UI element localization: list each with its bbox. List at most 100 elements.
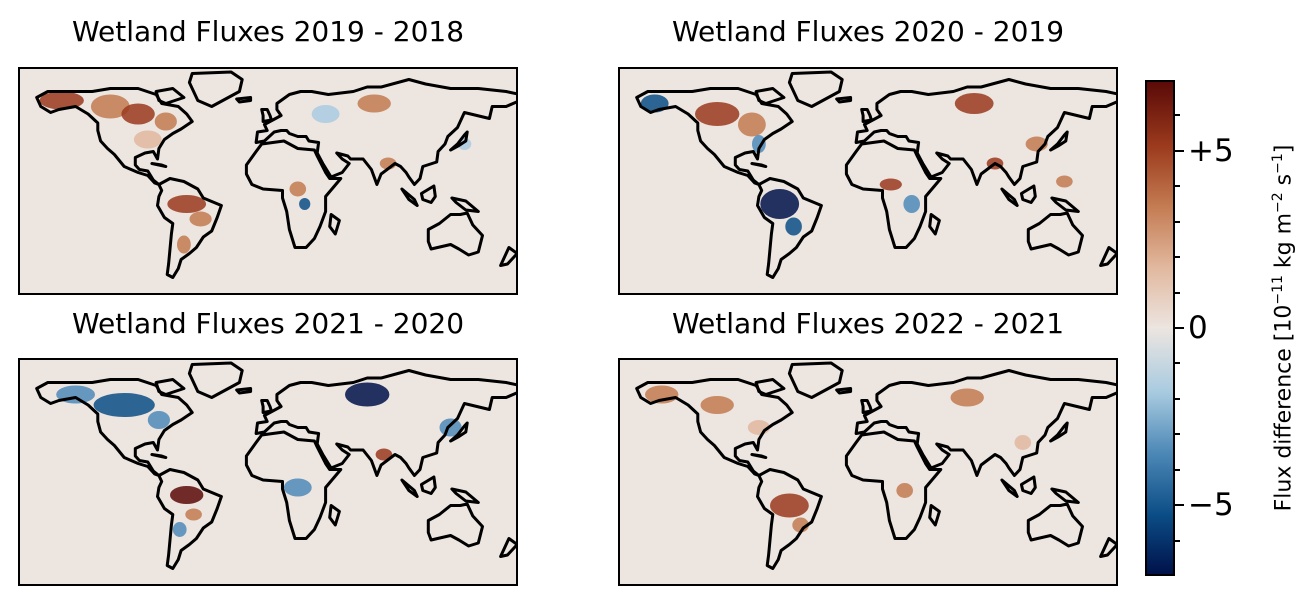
flux-anomaly-patch [738, 112, 766, 137]
coastline-greatBritain [860, 108, 873, 123]
coastline-cuba [150, 162, 168, 168]
flux-anomaly-patch [93, 393, 155, 417]
flux-anomaly-patch [954, 93, 994, 114]
flux-anomaly-patch [177, 235, 191, 254]
coastline-baffin [154, 378, 186, 396]
coastline-madagascar [928, 504, 941, 527]
coastline-sumatra [1000, 478, 1019, 498]
flux-anomaly-patch [950, 388, 984, 407]
panel-title-4: Wetland Fluxes 2022 - 2021 [671, 307, 1065, 340]
flux-anomaly-patch [879, 178, 902, 191]
coastline-australia [1026, 211, 1084, 257]
coastline-madagascar [328, 213, 341, 236]
coastline-japan [449, 130, 469, 152]
coastline-greatBritain [260, 399, 273, 414]
flux-anomaly-patch [357, 94, 391, 113]
coastline-southAmerica [156, 177, 223, 279]
panel-title-2: Wetland Fluxes 2020 - 2019 [671, 15, 1065, 48]
map-svg-2 [635, 70, 1116, 279]
colorbar-minor-tick [1175, 256, 1180, 259]
coastline-newGuinea [450, 196, 480, 213]
coastline-eurasia [254, 369, 516, 477]
coastline-madagascar [928, 213, 941, 236]
map-panel-2 [618, 67, 1118, 295]
flux-anomaly-patch [903, 195, 920, 213]
flux-anomaly-patch [289, 181, 307, 197]
flux-anomaly-patch [785, 217, 802, 236]
map-svg-3 [35, 361, 516, 570]
flux-anomaly-patch [345, 382, 390, 407]
coastline-cuba [750, 162, 768, 168]
coastline-sumatra [400, 478, 419, 498]
coastline-greenland [787, 361, 844, 399]
flux-anomaly-patch [90, 94, 130, 119]
map-panel-3 [18, 358, 518, 586]
coastline-baffin [754, 87, 786, 105]
flux-anomaly-patch [1014, 435, 1032, 450]
flux-anomaly-patch [700, 396, 734, 414]
map-svg-4 [635, 361, 1116, 570]
colorbar-tick-label: −5 [1188, 487, 1234, 524]
coastline-cuba [750, 453, 768, 459]
flux-anomaly-patch [299, 198, 311, 210]
coastline-australia [1026, 502, 1084, 548]
coastline-borneo [1019, 184, 1037, 204]
map-panel-1 [18, 67, 518, 295]
flux-anomaly-patch [167, 195, 207, 213]
colorbar-minor-tick [1175, 291, 1180, 294]
coastline-greenland [787, 70, 844, 108]
coastline-cuba [150, 453, 168, 459]
colorbar-minor-tick [1175, 539, 1180, 542]
colorbar-minor-tick [1175, 433, 1180, 436]
colorbar-tick-label: 0 [1188, 310, 1208, 346]
coastline-newZealand [1099, 246, 1116, 267]
coastline-japan [1049, 130, 1069, 152]
coastline-borneo [419, 184, 437, 204]
coastline-newGuinea [1050, 196, 1080, 213]
colorbar-tick-label: +5 [1188, 132, 1234, 169]
coastline-greatBritain [260, 108, 273, 123]
flux-anomaly-patch [185, 508, 202, 521]
coastline-africa [844, 139, 943, 249]
flux-anomaly-patch [189, 211, 212, 227]
coastline-madagascar [328, 504, 341, 527]
flux-anomaly-patch [147, 411, 170, 429]
coastline-iceland [235, 96, 253, 104]
flux-anomaly-patch [133, 130, 162, 149]
coastline-iceland [835, 387, 853, 395]
flux-anomaly-patch [770, 493, 809, 518]
colorbar-major-tick [1175, 504, 1184, 507]
colorbar-minor-tick [1175, 220, 1180, 223]
flux-anomaly-patch [170, 486, 204, 504]
panel-title-1: Wetland Fluxes 2019 - 2018 [71, 15, 465, 48]
coastline-southAmerica [156, 468, 223, 570]
colorbar-major-tick [1175, 327, 1184, 329]
map-panel-4 [618, 358, 1118, 586]
map-svg-1 [35, 70, 516, 279]
flux-anomaly-patch [1056, 175, 1073, 188]
coastline-greenland [187, 70, 244, 108]
panel-title-3: Wetland Fluxes 2021 - 2020 [71, 307, 465, 340]
coastline-iceland [235, 387, 253, 395]
flux-anomaly-patch [760, 189, 800, 219]
coastline-africa [244, 430, 343, 540]
coastline-australia [426, 502, 484, 548]
flux-anomaly-patch [172, 522, 187, 537]
coastline-southAmerica [756, 468, 823, 570]
coastline-iceland [835, 96, 853, 104]
colorbar-minor-tick [1175, 362, 1180, 365]
coastline-japan [449, 421, 469, 443]
coastline-borneo [419, 475, 437, 495]
coastline-africa [244, 139, 343, 249]
coastline-newZealand [499, 246, 516, 267]
coastline-baffin [154, 87, 186, 105]
coastline-newZealand [1099, 537, 1116, 558]
flux-anomaly-patch [311, 105, 340, 123]
flux-anomaly-patch [375, 448, 393, 461]
coastline-newZealand [499, 537, 516, 558]
colorbar-major-tick [1175, 149, 1184, 152]
coastline-sumatra [400, 187, 419, 207]
flux-anomaly-patch [121, 103, 155, 125]
flux-anomaly-patch [154, 112, 177, 131]
flux-anomaly-patch [752, 135, 766, 153]
